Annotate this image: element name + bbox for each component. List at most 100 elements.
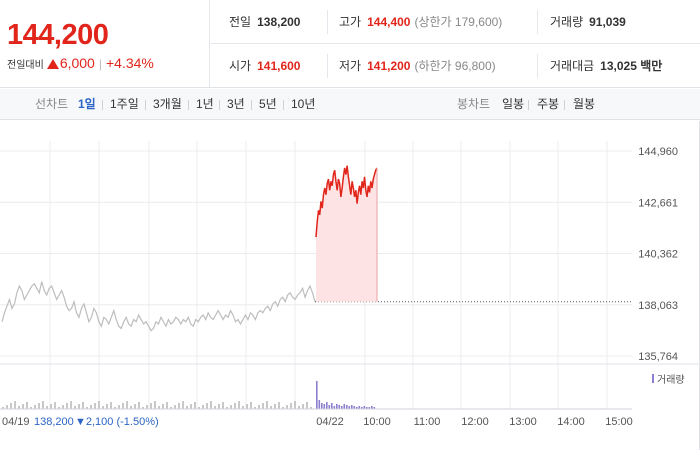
volume-bar-prev	[186, 406, 188, 409]
volume-bar-prev	[102, 406, 104, 409]
tab-5years[interactable]: 5년	[259, 97, 277, 111]
volume-bar-prev	[206, 403, 208, 409]
volume-bar-prev	[22, 404, 24, 409]
stat-prev-close: 전일 138,200	[229, 0, 300, 44]
volume-bar-prev	[130, 406, 132, 409]
volume-bar-prev	[246, 404, 248, 409]
price-chart: 144,960 142,661 140,362 138,063 135,764 거래량 04…	[0, 121, 700, 450]
tab-1week[interactable]: 1주일	[110, 97, 139, 111]
volume-bar-today	[351, 405, 353, 409]
volume-bar-prev	[74, 406, 76, 409]
volume-bar-prev	[242, 406, 244, 409]
volume-bar-prev	[82, 402, 84, 409]
volume-bar-prev	[42, 401, 44, 409]
tab-3years[interactable]: 3년	[227, 97, 245, 111]
volume-bar-today	[321, 403, 323, 409]
volume-value: 91,039	[589, 15, 626, 29]
volume-bar-today	[343, 404, 346, 409]
volume-bar-today	[371, 406, 373, 409]
volume-bar-prev	[170, 407, 172, 409]
volume-bar-today	[318, 400, 321, 409]
low-value: 141,200	[367, 59, 411, 73]
volume-bar-prev	[110, 402, 112, 409]
volume-bar-prev	[270, 406, 272, 409]
divider	[327, 54, 328, 78]
current-price: 144,200	[7, 19, 109, 51]
tab-separator	[102, 100, 103, 110]
volume-bar-today	[366, 407, 368, 409]
tab-3months[interactable]: 3개월	[153, 97, 182, 111]
high-value: 144,400	[367, 15, 411, 29]
volume-bar-prev	[58, 407, 60, 409]
tab-monthly-candle[interactable]: 월봉	[573, 97, 596, 111]
lower-limit: (하한가 96,800)	[414, 59, 496, 73]
volume-bar-prev	[34, 405, 36, 409]
volume-bar-prev	[158, 406, 160, 409]
x-tick-label: 11:00	[414, 416, 441, 428]
volume-bar-today	[341, 406, 343, 409]
tab-10years[interactable]: 10년	[291, 97, 316, 111]
volume-bar-prev	[50, 404, 52, 409]
volume-bar-today	[336, 404, 338, 409]
volume-bar-prev	[226, 407, 228, 409]
volume-bar-prev	[78, 404, 80, 409]
volume-bar-prev	[70, 401, 72, 409]
x-tick-label: 15:00	[605, 416, 633, 428]
tab-separator	[528, 100, 529, 110]
tab-separator	[251, 100, 252, 110]
today-series-area	[316, 165, 377, 302]
volume-bar-prev	[166, 402, 168, 409]
period-tabbar: 선차트 1일 1주일 3개월 1년 3년 5년 10년 봉차트 일봉 주봉 월봉	[0, 89, 700, 120]
volume-bar-prev	[142, 407, 144, 409]
low-label: 저가	[339, 59, 362, 73]
tab-weekly-candle[interactable]: 주봉	[537, 97, 560, 111]
volume-bar-prev	[26, 402, 28, 409]
volume-bar-today	[346, 405, 348, 409]
prev-day-close-label: 138,200	[34, 416, 74, 428]
stat-volume: 거래량 91,039	[550, 0, 626, 44]
volume-bar-today	[338, 405, 341, 409]
volume-bar-prev	[290, 403, 292, 409]
volume-bar-prev	[66, 403, 68, 409]
x-tick-label: 04/22	[316, 416, 344, 428]
y-tick-label: 142,661	[638, 197, 678, 209]
volume-bar-today	[326, 402, 328, 409]
tab-daily-candle[interactable]: 일봉	[502, 97, 525, 111]
divider	[327, 10, 328, 34]
price-chart-svg: 144,960 142,661 140,362 138,063 135,764 거래량 04…	[0, 121, 700, 450]
stat-row-1: 전일 138,200 고가 144,400 (상한가 179,600) 거래량 91,0…	[211, 0, 700, 44]
volume-bar-prev	[294, 401, 296, 409]
volume-bar-prev	[262, 403, 264, 409]
prev-close-value: 138,200	[257, 15, 301, 29]
volume-bar-prev	[274, 404, 276, 409]
volume-bar-prev	[54, 402, 56, 409]
x-tick-label: 14:00	[557, 416, 585, 428]
change-amount: 6,000	[59, 55, 95, 71]
volume-bar-prev	[14, 401, 16, 409]
line-chart-label: 선차트	[35, 97, 69, 111]
tab-1day[interactable]: 1일	[78, 97, 96, 111]
volume-bar-prev	[62, 405, 64, 409]
x-tick-label-prev-day: 04/19	[2, 416, 30, 428]
arrow-up-icon	[46, 59, 59, 69]
turnover-value: 13,025 백만	[600, 59, 663, 73]
volume-bar-prev	[106, 404, 108, 409]
volume-bar-prev	[126, 401, 128, 409]
divider	[537, 54, 538, 78]
volume-bar-prev	[30, 407, 32, 409]
stat-turnover: 거래대금 13,025 백만	[550, 44, 662, 88]
high-label: 고가	[339, 15, 362, 29]
volume-bar-today	[333, 406, 336, 409]
volume-bar-prev	[282, 407, 284, 409]
volume-bar-today	[361, 407, 363, 409]
volume-bar-today	[363, 406, 366, 409]
volume-bar-prev	[306, 402, 308, 409]
tab-1year[interactable]: 1년	[196, 97, 214, 111]
volume-bar-prev	[146, 405, 148, 409]
volume-bar-prev	[230, 405, 232, 409]
y-tick-label: 135,764	[638, 351, 678, 363]
volume-bar-prev	[286, 405, 288, 409]
volume-bar-prev	[154, 401, 156, 409]
stat-row-2: 시가 141,600 저가 141,200 (하한가 96,800) 거래대금 13,0…	[211, 44, 700, 88]
volume-bar-prev	[182, 401, 184, 409]
